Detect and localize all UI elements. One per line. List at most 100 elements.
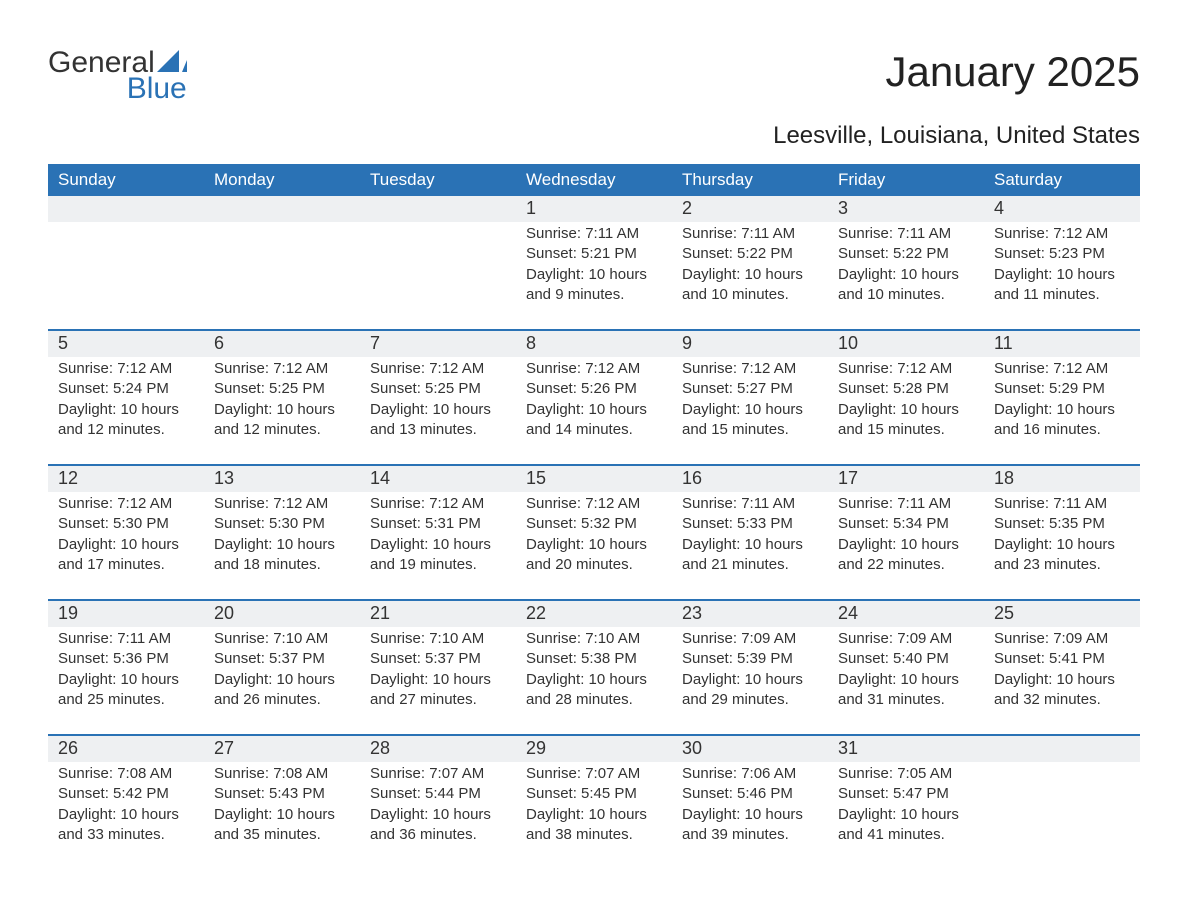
week-row: 5Sunrise: 7:12 AMSunset: 5:24 PMDaylight… <box>48 329 1140 464</box>
logo-text-b: Blue <box>48 74 187 104</box>
day-cell: 29Sunrise: 7:07 AMSunset: 5:45 PMDayligh… <box>516 736 672 869</box>
sunset-text: Sunset: 5:22 PM <box>838 244 974 264</box>
day-number <box>984 736 1140 762</box>
daylight-text: Daylight: 10 hours and 10 minutes. <box>682 265 818 306</box>
day-number: 10 <box>828 331 984 357</box>
weekday-header: Thursday <box>672 164 828 196</box>
day-body: Sunrise: 7:11 AMSunset: 5:35 PMDaylight:… <box>984 492 1140 575</box>
sunset-text: Sunset: 5:40 PM <box>838 649 974 669</box>
page-title: January 2025 <box>885 48 1140 96</box>
sunrise-text: Sunrise: 7:09 AM <box>838 629 974 649</box>
sunrise-text: Sunrise: 7:06 AM <box>682 764 818 784</box>
sunrise-text: Sunrise: 7:11 AM <box>994 494 1130 514</box>
day-cell: 13Sunrise: 7:12 AMSunset: 5:30 PMDayligh… <box>204 466 360 599</box>
day-number: 11 <box>984 331 1140 357</box>
day-number: 13 <box>204 466 360 492</box>
day-cell: 17Sunrise: 7:11 AMSunset: 5:34 PMDayligh… <box>828 466 984 599</box>
sunset-text: Sunset: 5:44 PM <box>370 784 506 804</box>
sunset-text: Sunset: 5:25 PM <box>370 379 506 399</box>
sunset-text: Sunset: 5:37 PM <box>214 649 350 669</box>
day-body <box>204 222 360 224</box>
sunrise-text: Sunrise: 7:07 AM <box>370 764 506 784</box>
daylight-text: Daylight: 10 hours and 9 minutes. <box>526 265 662 306</box>
sunrise-text: Sunrise: 7:12 AM <box>58 494 194 514</box>
day-body: Sunrise: 7:12 AMSunset: 5:29 PMDaylight:… <box>984 357 1140 440</box>
daylight-text: Daylight: 10 hours and 10 minutes. <box>838 265 974 306</box>
day-body: Sunrise: 7:12 AMSunset: 5:31 PMDaylight:… <box>360 492 516 575</box>
daylight-text: Daylight: 10 hours and 14 minutes. <box>526 400 662 441</box>
day-body: Sunrise: 7:08 AMSunset: 5:42 PMDaylight:… <box>48 762 204 845</box>
day-number: 24 <box>828 601 984 627</box>
day-number: 23 <box>672 601 828 627</box>
day-cell: 28Sunrise: 7:07 AMSunset: 5:44 PMDayligh… <box>360 736 516 869</box>
day-body: Sunrise: 7:06 AMSunset: 5:46 PMDaylight:… <box>672 762 828 845</box>
sunset-text: Sunset: 5:36 PM <box>58 649 194 669</box>
day-number: 15 <box>516 466 672 492</box>
day-body: Sunrise: 7:05 AMSunset: 5:47 PMDaylight:… <box>828 762 984 845</box>
weekday-header: Sunday <box>48 164 204 196</box>
day-cell: 18Sunrise: 7:11 AMSunset: 5:35 PMDayligh… <box>984 466 1140 599</box>
weekday-header: Wednesday <box>516 164 672 196</box>
sunrise-text: Sunrise: 7:11 AM <box>526 224 662 244</box>
day-body: Sunrise: 7:12 AMSunset: 5:24 PMDaylight:… <box>48 357 204 440</box>
day-body: Sunrise: 7:11 AMSunset: 5:34 PMDaylight:… <box>828 492 984 575</box>
daylight-text: Daylight: 10 hours and 32 minutes. <box>994 670 1130 711</box>
sunrise-text: Sunrise: 7:11 AM <box>838 494 974 514</box>
day-number <box>360 196 516 222</box>
sunset-text: Sunset: 5:46 PM <box>682 784 818 804</box>
weeks-container: 1Sunrise: 7:11 AMSunset: 5:21 PMDaylight… <box>48 196 1140 869</box>
day-body: Sunrise: 7:11 AMSunset: 5:22 PMDaylight:… <box>828 222 984 305</box>
sunset-text: Sunset: 5:45 PM <box>526 784 662 804</box>
daylight-text: Daylight: 10 hours and 11 minutes. <box>994 265 1130 306</box>
day-cell: 31Sunrise: 7:05 AMSunset: 5:47 PMDayligh… <box>828 736 984 869</box>
daylight-text: Daylight: 10 hours and 15 minutes. <box>838 400 974 441</box>
day-number: 29 <box>516 736 672 762</box>
sunset-text: Sunset: 5:23 PM <box>994 244 1130 264</box>
sunrise-text: Sunrise: 7:12 AM <box>994 224 1130 244</box>
sunset-text: Sunset: 5:47 PM <box>838 784 974 804</box>
day-body: Sunrise: 7:12 AMSunset: 5:23 PMDaylight:… <box>984 222 1140 305</box>
day-body: Sunrise: 7:11 AMSunset: 5:33 PMDaylight:… <box>672 492 828 575</box>
day-number: 18 <box>984 466 1140 492</box>
daylight-text: Daylight: 10 hours and 26 minutes. <box>214 670 350 711</box>
daylight-text: Daylight: 10 hours and 27 minutes. <box>370 670 506 711</box>
day-cell: 27Sunrise: 7:08 AMSunset: 5:43 PMDayligh… <box>204 736 360 869</box>
daylight-text: Daylight: 10 hours and 19 minutes. <box>370 535 506 576</box>
day-cell: 23Sunrise: 7:09 AMSunset: 5:39 PMDayligh… <box>672 601 828 734</box>
day-body: Sunrise: 7:12 AMSunset: 5:30 PMDaylight:… <box>48 492 204 575</box>
calendar: Sunday Monday Tuesday Wednesday Thursday… <box>48 164 1140 869</box>
week-row: 12Sunrise: 7:12 AMSunset: 5:30 PMDayligh… <box>48 464 1140 599</box>
sunset-text: Sunset: 5:28 PM <box>838 379 974 399</box>
daylight-text: Daylight: 10 hours and 31 minutes. <box>838 670 974 711</box>
day-body: Sunrise: 7:09 AMSunset: 5:41 PMDaylight:… <box>984 627 1140 710</box>
day-body: Sunrise: 7:09 AMSunset: 5:40 PMDaylight:… <box>828 627 984 710</box>
day-number: 2 <box>672 196 828 222</box>
sunrise-text: Sunrise: 7:11 AM <box>682 224 818 244</box>
week-row: 26Sunrise: 7:08 AMSunset: 5:42 PMDayligh… <box>48 734 1140 869</box>
sunrise-text: Sunrise: 7:12 AM <box>994 359 1130 379</box>
sunrise-text: Sunrise: 7:12 AM <box>370 494 506 514</box>
day-number: 4 <box>984 196 1140 222</box>
sunrise-text: Sunrise: 7:09 AM <box>994 629 1130 649</box>
weekday-header: Saturday <box>984 164 1140 196</box>
sunset-text: Sunset: 5:35 PM <box>994 514 1130 534</box>
day-cell: 12Sunrise: 7:12 AMSunset: 5:30 PMDayligh… <box>48 466 204 599</box>
day-body: Sunrise: 7:12 AMSunset: 5:25 PMDaylight:… <box>360 357 516 440</box>
day-number: 31 <box>828 736 984 762</box>
sunrise-text: Sunrise: 7:12 AM <box>58 359 194 379</box>
day-body <box>984 762 1140 764</box>
sunset-text: Sunset: 5:30 PM <box>58 514 194 534</box>
day-number: 8 <box>516 331 672 357</box>
day-cell: 4Sunrise: 7:12 AMSunset: 5:23 PMDaylight… <box>984 196 1140 329</box>
day-number: 9 <box>672 331 828 357</box>
day-cell: 24Sunrise: 7:09 AMSunset: 5:40 PMDayligh… <box>828 601 984 734</box>
day-cell: 20Sunrise: 7:10 AMSunset: 5:37 PMDayligh… <box>204 601 360 734</box>
day-cell: 6Sunrise: 7:12 AMSunset: 5:25 PMDaylight… <box>204 331 360 464</box>
day-body: Sunrise: 7:08 AMSunset: 5:43 PMDaylight:… <box>204 762 360 845</box>
logo-sail-icon <box>157 50 187 72</box>
daylight-text: Daylight: 10 hours and 22 minutes. <box>838 535 974 576</box>
daylight-text: Daylight: 10 hours and 35 minutes. <box>214 805 350 846</box>
sunrise-text: Sunrise: 7:11 AM <box>58 629 194 649</box>
sunrise-text: Sunrise: 7:12 AM <box>526 494 662 514</box>
daylight-text: Daylight: 10 hours and 36 minutes. <box>370 805 506 846</box>
